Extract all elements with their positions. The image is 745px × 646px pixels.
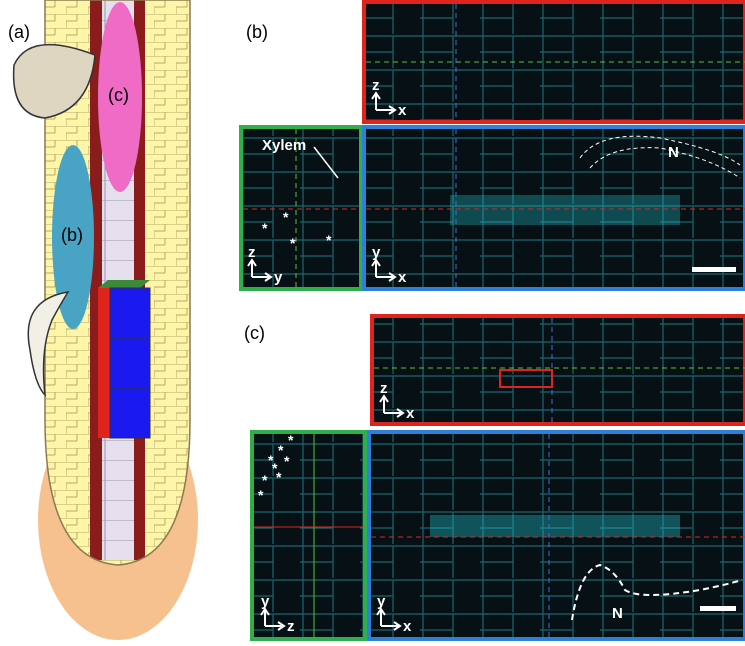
axis-label: x — [406, 405, 415, 422]
axis-label: z — [372, 77, 380, 94]
region-label: (c) — [108, 85, 129, 105]
cell-marker: * — [284, 453, 290, 469]
panel-label: (c) — [244, 323, 265, 343]
b-xz-view — [364, 2, 745, 122]
axis-label: y — [261, 593, 270, 610]
axis-label: y — [274, 269, 283, 286]
cell-marker: * — [262, 220, 268, 236]
region-label: (b) — [61, 225, 83, 245]
cell-marker: * — [258, 487, 264, 503]
axis-label: x — [398, 269, 407, 286]
axis-label: x — [398, 102, 407, 119]
axis-label: x — [403, 618, 412, 635]
c-xy-view — [369, 432, 745, 639]
axis-label: y — [377, 593, 386, 610]
axis-label: z — [287, 618, 295, 635]
cell-marker: * — [288, 432, 294, 448]
b-xy-view — [364, 127, 745, 289]
nucleus-label: N — [612, 605, 623, 622]
panel-label: (a) — [8, 22, 30, 42]
cell-marker: * — [290, 235, 296, 251]
nucleus-label: N — [668, 144, 679, 161]
axis-label: z — [380, 380, 388, 397]
root-schematic: (a) (c) (b) — [8, 0, 198, 640]
cell-marker: * — [262, 472, 268, 488]
cell-marker: * — [326, 232, 332, 248]
panel-label: (b) — [246, 22, 268, 42]
figure: (a) (c) (b) (b) (c) — [0, 0, 745, 641]
voxel-stack — [98, 280, 150, 438]
c-xz-view — [372, 316, 745, 424]
cell-marker: * — [283, 209, 289, 225]
xylem-label: Xylem — [262, 137, 306, 154]
axis-label: y — [372, 244, 381, 261]
cell-marker: * — [276, 469, 282, 485]
axis-label: z — [248, 244, 256, 261]
